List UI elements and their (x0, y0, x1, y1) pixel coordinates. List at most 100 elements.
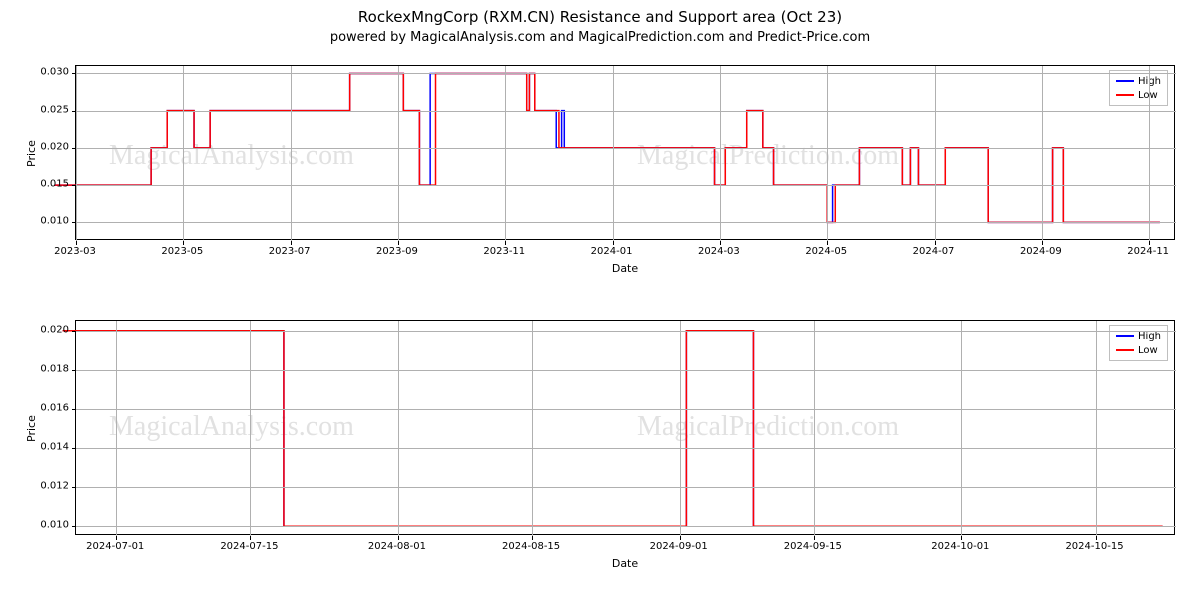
gridline-v (961, 321, 962, 536)
series-high (63, 331, 1163, 526)
ytick-mark (72, 526, 76, 527)
series-low (63, 331, 1163, 526)
xtick-label: 2024-07 (913, 246, 955, 257)
gridline-h (76, 111, 1176, 112)
xtick-label: 2024-05 (805, 246, 847, 257)
ytick-label: 0.010 (33, 520, 69, 531)
legend-row-low: Low (1116, 88, 1161, 102)
ytick-mark (72, 370, 76, 371)
ytick-mark (72, 487, 76, 488)
legend-row-high: High (1116, 74, 1161, 88)
ytick-mark (72, 409, 76, 410)
xtick-label: 2024-09 (1020, 246, 1062, 257)
gridline-v (680, 321, 681, 536)
top-series-svg (76, 66, 1176, 241)
ytick-label: 0.010 (33, 216, 69, 227)
gridline-v (935, 66, 936, 241)
xtick-label: 2023-09 (376, 246, 418, 257)
xtick-mark (1042, 241, 1043, 245)
chart-subtitle: powered by MagicalAnalysis.com and Magic… (0, 30, 1200, 45)
gridline-h (76, 222, 1176, 223)
ytick-mark (72, 448, 76, 449)
xtick-mark (183, 241, 184, 245)
gridline-v (532, 321, 533, 536)
xtick-mark (961, 536, 962, 540)
gridline-v (1096, 321, 1097, 536)
legend-swatch-low (1116, 94, 1134, 96)
top-plot-area: MagicalAnalysis.com MagicalPrediction.co… (75, 65, 1175, 240)
ytick-mark (72, 331, 76, 332)
legend-row-low: Low (1116, 343, 1161, 357)
gridline-h (76, 487, 1176, 488)
xtick-mark (613, 241, 614, 245)
gridline-h (76, 73, 1176, 74)
xtick-mark (398, 241, 399, 245)
gridline-v (250, 321, 251, 536)
xtick-label: 2024-09-01 (650, 541, 708, 552)
legend-swatch-high (1116, 80, 1134, 82)
xtick-mark (291, 241, 292, 245)
gridline-h (76, 331, 1176, 332)
bottom-y-axis-label: Price (25, 415, 38, 442)
ytick-label: 0.030 (33, 67, 69, 78)
top-legend: High Low (1109, 70, 1168, 106)
gridline-v (398, 66, 399, 241)
xtick-label: 2023-05 (161, 246, 203, 257)
xtick-label: 2023-11 (483, 246, 525, 257)
watermark-left: MagicalAnalysis.com (109, 411, 354, 443)
xtick-mark (1096, 536, 1097, 540)
xtick-mark (250, 536, 251, 540)
xtick-label: 2024-10-15 (1065, 541, 1123, 552)
xtick-mark (76, 241, 77, 245)
gridline-v (814, 321, 815, 536)
watermark-right: MagicalPrediction.com (637, 411, 899, 443)
gridline-v (1042, 66, 1043, 241)
gridline-v (720, 66, 721, 241)
watermark-left: MagicalAnalysis.com (109, 140, 354, 172)
ytick-label: 0.025 (33, 104, 69, 115)
xtick-mark (680, 536, 681, 540)
bottom-series-svg (76, 321, 1176, 536)
xtick-mark (1149, 241, 1150, 245)
xtick-label: 2024-03 (698, 246, 740, 257)
xtick-label: 2024-09-15 (784, 541, 842, 552)
xtick-label: 2024-01 (591, 246, 633, 257)
legend-label-low: Low (1138, 90, 1158, 101)
xtick-mark (532, 536, 533, 540)
bottom-x-axis-label: Date (75, 557, 1175, 570)
xtick-label: 2024-08-15 (502, 541, 560, 552)
ytick-label: 0.016 (33, 402, 69, 413)
gridline-h (76, 148, 1176, 149)
xtick-mark (398, 536, 399, 540)
xtick-mark (935, 241, 936, 245)
chart-title: RockexMngCorp (RXM.CN) Resistance and Su… (0, 8, 1200, 26)
gridline-v (76, 66, 77, 241)
ytick-label: 0.020 (33, 324, 69, 335)
ytick-label: 0.020 (33, 141, 69, 152)
gridline-v (613, 66, 614, 241)
gridline-v (1149, 66, 1150, 241)
gridline-v (291, 66, 292, 241)
ytick-label: 0.014 (33, 442, 69, 453)
gridline-v (827, 66, 828, 241)
xtick-mark (505, 241, 506, 245)
legend-label-low: Low (1138, 345, 1158, 356)
gridline-v (398, 321, 399, 536)
gridline-h (76, 526, 1176, 527)
bottom-plot-area: MagicalAnalysis.com MagicalPrediction.co… (75, 320, 1175, 535)
gridline-h (76, 409, 1176, 410)
gridline-h (76, 448, 1176, 449)
ytick-label: 0.015 (33, 179, 69, 190)
top-x-axis-label: Date (75, 262, 1175, 275)
legend-label-high: High (1138, 331, 1161, 342)
xtick-label: 2024-11 (1127, 246, 1169, 257)
gridline-v (116, 321, 117, 536)
xtick-mark (116, 536, 117, 540)
watermark-right: MagicalPrediction.com (637, 140, 899, 172)
xtick-label: 2024-10-01 (931, 541, 989, 552)
legend-swatch-low (1116, 349, 1134, 351)
gridline-h (76, 185, 1176, 186)
ytick-label: 0.012 (33, 481, 69, 492)
xtick-label: 2024-07-01 (86, 541, 144, 552)
gridline-v (183, 66, 184, 241)
